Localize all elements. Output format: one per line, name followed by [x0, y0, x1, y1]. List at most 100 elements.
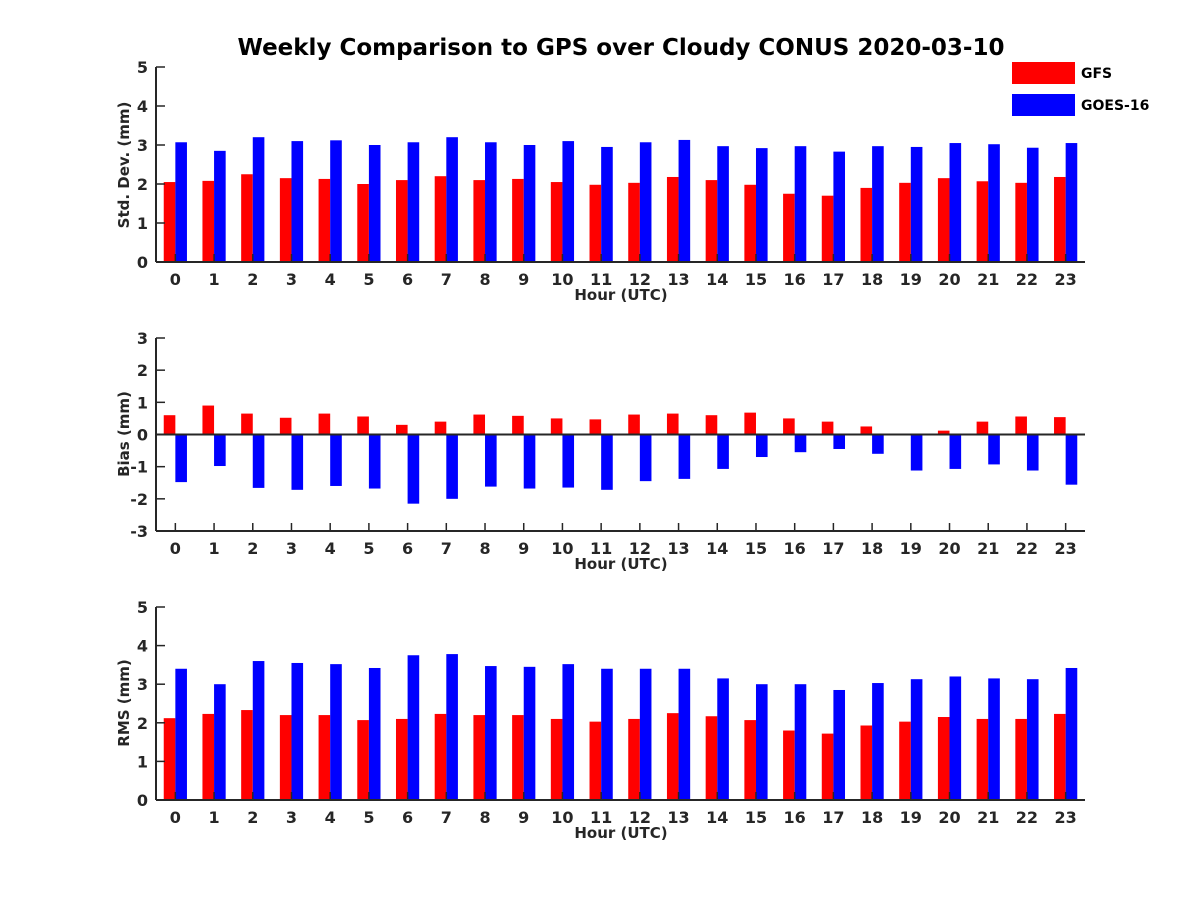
- x-tick-label: 0: [170, 808, 181, 827]
- y-tick-label: 1: [137, 393, 148, 412]
- bar-gfs-3: [279, 178, 292, 262]
- bar-goes-16-4: [330, 664, 342, 800]
- x-tick-label: 5: [363, 270, 374, 289]
- bar-goes-16-1: [214, 684, 226, 800]
- bar-goes-16-15: [755, 434, 768, 458]
- y-tick-label: 1: [137, 752, 148, 771]
- bar-goes-16-17: [833, 151, 846, 262]
- bar-gfs-20: [937, 717, 950, 800]
- legend-label-goes-16: GOES-16: [1081, 98, 1149, 114]
- x-tick-label: 4: [325, 270, 336, 289]
- x-tick-label: 20: [938, 539, 960, 558]
- bar-goes-16-19: [910, 146, 923, 262]
- x-tick-label: 23: [1055, 808, 1077, 827]
- x-tick-label: 21: [977, 539, 999, 558]
- bar-goes-16-18: [872, 146, 884, 262]
- bar-goes-16-22: [1026, 147, 1039, 262]
- y-tick-label: 5: [137, 58, 148, 77]
- bar-goes-16-4: [330, 434, 342, 486]
- bar-goes-16-2: [252, 434, 265, 488]
- bar-gfs-21: [976, 718, 989, 800]
- bar-gfs-10: [550, 182, 563, 262]
- x-tick-label: 17: [822, 808, 844, 827]
- x-tick-label: 19: [900, 808, 922, 827]
- bar-goes-16-16: [794, 146, 807, 262]
- bar-goes-16-22: [1026, 679, 1039, 800]
- bar-gfs-14: [705, 716, 718, 800]
- bar-goes-16-17: [833, 434, 846, 449]
- bar-goes-16-7: [446, 434, 458, 499]
- bar-goes-16-20: [949, 143, 962, 262]
- bar-gfs-12: [628, 718, 640, 800]
- bar-goes-16-21: [988, 434, 1000, 465]
- x-tick-label: 7: [441, 270, 452, 289]
- bar-gfs-13: [666, 413, 679, 435]
- bar-goes-16-11: [601, 434, 613, 490]
- bar-gfs-17: [821, 421, 834, 435]
- y-axis-label: RMS (mm): [115, 659, 133, 746]
- x-tick-label: 8: [479, 539, 490, 558]
- bar-gfs-16: [783, 418, 795, 435]
- x-tick-label: 5: [363, 539, 374, 558]
- bar-gfs-16: [783, 730, 795, 800]
- x-tick-label: 12: [629, 270, 651, 289]
- bar-goes-16-18: [872, 683, 884, 800]
- bar-goes-16-5: [368, 145, 381, 262]
- bar-gfs-3: [279, 417, 292, 435]
- x-tick-label: 23: [1055, 270, 1077, 289]
- bar-goes-16-1: [214, 434, 226, 467]
- x-tick-label: 1: [208, 270, 219, 289]
- bar-gfs-6: [395, 424, 408, 435]
- bar-goes-16-8: [485, 434, 497, 487]
- y-tick-label: 0: [137, 791, 148, 810]
- bar-goes-16-14: [717, 678, 729, 800]
- bar-gfs-23: [1054, 713, 1066, 800]
- bar-goes-16-7: [446, 654, 458, 800]
- bar-gfs-1: [202, 180, 215, 262]
- bar-goes-16-5: [368, 434, 381, 489]
- bar-goes-16-13: [678, 434, 691, 479]
- bar-gfs-9: [512, 415, 524, 435]
- bar-goes-16-7: [446, 137, 458, 262]
- x-tick-label: 17: [822, 539, 844, 558]
- bar-goes-16-6: [407, 142, 420, 262]
- bar-gfs-4: [318, 413, 331, 435]
- bar-gfs-4: [318, 715, 331, 800]
- bar-goes-16-11: [601, 668, 613, 800]
- bar-goes-16-0: [175, 668, 187, 800]
- bar-gfs-21: [976, 181, 989, 262]
- bar-goes-16-5: [368, 667, 381, 800]
- legend-swatch-goes-16: [1012, 94, 1075, 116]
- bar-goes-16-10: [562, 434, 575, 488]
- bar-goes-16-9: [523, 145, 536, 262]
- y-tick-label: -3: [130, 522, 148, 541]
- legend: GFS GOES-16: [1012, 62, 1149, 116]
- bar-gfs-0: [163, 182, 176, 262]
- x-tick-label: 21: [977, 808, 999, 827]
- bar-goes-16-2: [252, 661, 265, 800]
- x-tick-label: 7: [441, 808, 452, 827]
- x-tick-label: 0: [170, 539, 181, 558]
- bar-gfs-5: [357, 720, 369, 800]
- x-tick-label: 14: [706, 270, 728, 289]
- bar-gfs-8: [473, 715, 486, 800]
- bar-gfs-13: [666, 176, 679, 262]
- bar-gfs-10: [550, 418, 563, 435]
- bar-gfs-18: [860, 187, 873, 262]
- x-tick-label: 18: [861, 270, 883, 289]
- y-tick-label: 3: [137, 136, 148, 155]
- x-tick-label: 15: [745, 539, 767, 558]
- bar-gfs-22: [1015, 416, 1027, 435]
- bar-goes-16-20: [949, 434, 962, 469]
- bar-gfs-22: [1015, 718, 1027, 800]
- x-tick-label: 2: [247, 539, 258, 558]
- x-tick-label: 6: [402, 808, 413, 827]
- bar-goes-16-21: [988, 678, 1000, 800]
- x-tick-label: 13: [667, 270, 689, 289]
- bar-goes-16-0: [175, 434, 187, 483]
- x-tick-label: 14: [706, 808, 728, 827]
- y-tick-label: 2: [137, 361, 148, 380]
- bar-goes-16-21: [988, 144, 1000, 262]
